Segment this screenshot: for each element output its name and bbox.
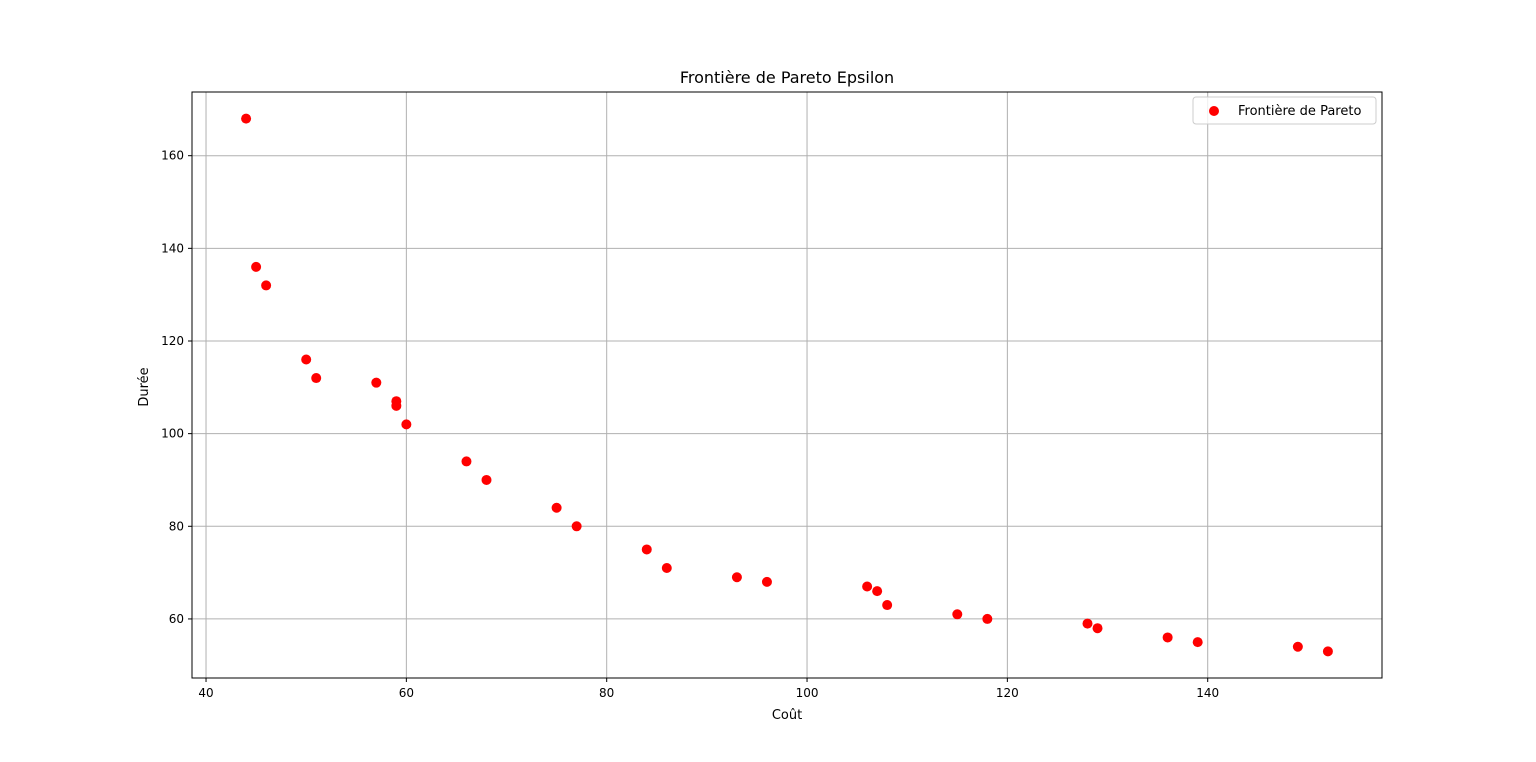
data-point (251, 261, 262, 272)
data-point (571, 521, 582, 532)
x-axis-label: Coût (772, 708, 802, 723)
plot-frame (191, 91, 1383, 679)
data-point (241, 113, 252, 124)
y-tick-label: 120 (161, 334, 184, 348)
grid-lines (192, 92, 1382, 678)
legend-label: Frontière de Pareto (1238, 104, 1361, 119)
data-point (872, 586, 883, 597)
data-point (371, 377, 382, 388)
y-axis-ticks: 60 80 100 120 140 160 (161, 149, 192, 626)
data-point (301, 354, 312, 365)
data-point (1162, 632, 1173, 643)
y-tick-label: 140 (161, 241, 184, 255)
scatter-points (241, 113, 1333, 657)
chart-title: Frontière de Pareto Epsilon (680, 68, 894, 87)
data-point (1082, 618, 1093, 629)
y-tick-label: 80 (169, 519, 184, 533)
data-point (481, 474, 492, 485)
data-point (401, 419, 412, 430)
data-point (311, 373, 322, 384)
legend: Frontière de Pareto (1192, 96, 1377, 125)
data-point (882, 600, 893, 611)
y-tick-label: 160 (161, 149, 184, 163)
data-point (862, 581, 873, 592)
legend-box (1192, 96, 1377, 125)
x-tick-label: 60 (399, 686, 414, 700)
data-point (641, 544, 652, 555)
data-point (1292, 641, 1303, 652)
data-point (1322, 646, 1333, 657)
x-tick-label: 80 (599, 686, 614, 700)
y-axis-label: Durée (137, 367, 152, 406)
x-tick-label: 120 (996, 686, 1019, 700)
data-point (391, 400, 402, 411)
data-point (1092, 623, 1103, 634)
data-point (1192, 637, 1203, 648)
data-point (731, 572, 742, 583)
data-point (661, 562, 672, 573)
data-point (952, 609, 963, 620)
data-point (982, 613, 993, 624)
y-tick-label: 60 (169, 612, 184, 626)
x-axis-ticks: 40 60 80 100 120 140 (198, 678, 1219, 700)
data-point (461, 456, 472, 467)
x-tick-label: 40 (198, 686, 213, 700)
data-point (551, 502, 562, 513)
y-tick-label: 100 (161, 427, 184, 441)
data-point (761, 576, 772, 587)
x-tick-label: 140 (1196, 686, 1219, 700)
legend-marker (1209, 106, 1219, 116)
data-point (261, 280, 272, 291)
x-tick-label: 100 (796, 686, 819, 700)
